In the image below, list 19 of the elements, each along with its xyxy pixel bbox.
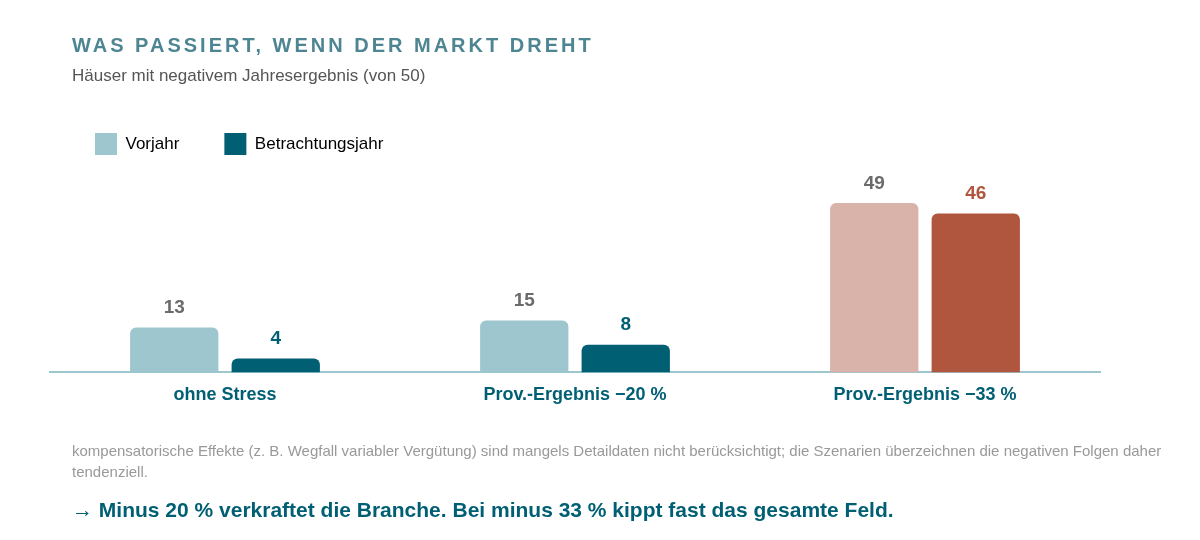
data-label: 46 <box>965 182 987 204</box>
x-tick-label: Prov.-Ergebnis −20 % <box>483 384 667 405</box>
legend-label: Vorjahr <box>125 133 180 153</box>
chart-subtitle: Häuser mit negativem Jahresergebnis (von 50) <box>72 66 426 86</box>
x-tick-label: Prov.-Ergebnis −33 % <box>833 384 1017 405</box>
bar <box>830 203 919 373</box>
bar <box>231 358 320 373</box>
bar <box>931 213 1020 373</box>
x-tick-label: ohne Stress <box>173 384 277 405</box>
data-label: 49 <box>863 171 885 193</box>
chart-title: WAS PASSIERT, WENN DER MARKT DREHT <box>72 34 594 57</box>
data-label: 4 <box>270 327 282 349</box>
data-label: 15 <box>513 289 536 311</box>
data-label: 13 <box>163 296 185 318</box>
text: → Minus 20 % verkraftet die Branche. Bei minus 33 % kippt fast das gesamte Feld. <box>72 498 894 522</box>
bar <box>581 344 670 373</box>
text: kompensatorische Effekte (z. B. Wegfall variabler Vergütung) sind mangels Detaildaten nicht berücksichtigt; die Szenarien überzeichnen die negativen Folgen daher tendenziell. <box>72 441 1163 482</box>
data-label: 8 <box>620 313 632 335</box>
legend-label: Betrachtungsjahr <box>254 133 384 153</box>
